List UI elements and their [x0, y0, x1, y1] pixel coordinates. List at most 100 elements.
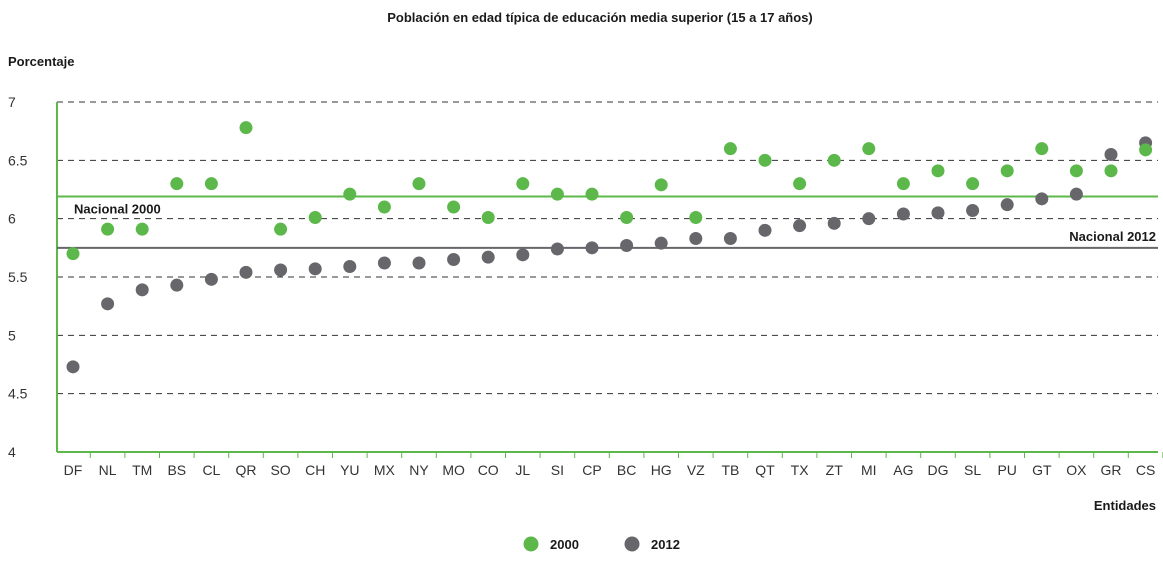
axes [56, 102, 1163, 458]
x-tick-label: CL [202, 462, 220, 478]
x-axis-title: Entidades [1094, 498, 1156, 513]
x-tick-label: GR [1101, 462, 1122, 478]
data-point-2000 [793, 177, 807, 191]
data-point-2000 [966, 177, 980, 191]
data-point-2012 [654, 236, 668, 250]
x-tick-label: MO [442, 462, 465, 478]
data-point-2000 [862, 142, 876, 156]
x-tick-label: NY [409, 462, 429, 478]
data-point-2012 [585, 241, 599, 255]
data-point-2012 [239, 265, 253, 279]
data-point-2000 [827, 153, 841, 167]
x-tick-label: JL [515, 462, 530, 478]
y-tick-label: 6.5 [8, 152, 28, 168]
data-point-2000 [1000, 164, 1014, 178]
data-point-2012 [412, 256, 426, 270]
y-tick-label: 7 [8, 94, 16, 110]
data-point-2000 [343, 187, 357, 201]
data-point-2000 [239, 121, 253, 135]
x-tick-label: BC [617, 462, 636, 478]
data-point-2012 [274, 263, 288, 277]
data-point-2012 [862, 212, 876, 226]
x-tick-label: TB [721, 462, 739, 478]
data-point-2000 [66, 247, 80, 261]
data-point-2012 [896, 207, 910, 221]
data-point-2000 [135, 222, 149, 236]
data-point-2012 [101, 297, 115, 311]
x-tick-label: BS [167, 462, 186, 478]
data-point-2012 [204, 272, 218, 286]
data-point-2012 [447, 253, 461, 266]
data-points [66, 121, 1153, 374]
x-tick-label: NL [99, 462, 117, 478]
data-point-2000 [1104, 164, 1118, 178]
x-tick-label: CO [478, 462, 499, 478]
x-tick-label: ZT [826, 462, 844, 478]
x-tick-label: DF [64, 462, 83, 478]
data-point-2000 [101, 222, 115, 236]
data-point-2000 [654, 178, 668, 192]
x-tick-labels: DF NL TM BS CL QR SO CH YU MX NY MO CO JL SI CP BC HG VZ TB… [64, 462, 1156, 478]
data-point-2012 [1000, 198, 1014, 212]
x-tick-label: SO [270, 462, 290, 478]
data-point-2000 [377, 200, 391, 214]
x-tick-label: GT [1032, 462, 1052, 478]
data-point-2000 [931, 164, 945, 178]
data-point-2000 [585, 187, 599, 201]
reference-line-label: Nacional 2012 [1069, 229, 1156, 244]
y-tick-label: 5 [8, 327, 16, 343]
chart-title: Población en edad típica de educación me… [387, 10, 813, 25]
data-point-2012 [550, 242, 564, 256]
data-point-2012 [516, 248, 530, 262]
legend: 2000 2012 [523, 536, 680, 552]
data-point-2012 [931, 206, 945, 220]
gridlines [57, 101, 1158, 395]
data-point-2012 [758, 223, 772, 237]
data-point-2012 [308, 262, 322, 276]
data-point-2000 [758, 153, 772, 167]
x-tick-label: YU [340, 462, 359, 478]
data-point-2000 [274, 222, 288, 236]
data-point-2000 [689, 211, 703, 224]
y-tick-label: 4.5 [8, 386, 28, 402]
data-point-2000 [1139, 143, 1153, 157]
x-tick-label: CH [305, 462, 325, 478]
data-point-2012 [1069, 187, 1083, 201]
y-tick-labels: 4 4.5 5 5.5 6 6.5 7 [8, 94, 28, 460]
data-point-2000 [412, 177, 426, 191]
x-tick-label: MI [861, 462, 877, 478]
data-point-2012 [170, 278, 184, 292]
data-point-2000 [308, 211, 322, 224]
y-tick-label: 6 [8, 211, 16, 227]
x-tick-label: HG [651, 462, 672, 478]
data-point-2012 [620, 239, 634, 252]
x-tick-label: QR [236, 462, 257, 478]
data-point-2000 [550, 187, 564, 201]
data-point-2012 [343, 260, 357, 273]
y-tick-label: 5.5 [8, 269, 28, 285]
y-axis-title: Porcentaje [8, 54, 74, 69]
x-tick-label: QT [755, 462, 775, 478]
data-point-2000 [896, 177, 910, 191]
x-tick-label: SL [964, 462, 981, 478]
data-point-2000 [1035, 142, 1049, 156]
data-point-2012 [966, 204, 980, 217]
x-tick-label: TX [791, 462, 810, 478]
data-point-2000 [204, 177, 218, 191]
x-tick-label: CP [582, 462, 601, 478]
x-tick-label: AG [893, 462, 913, 478]
legend-label-2012: 2012 [651, 537, 680, 552]
data-point-2012 [1104, 148, 1118, 161]
data-point-2000 [481, 211, 495, 224]
data-point-2000 [170, 177, 184, 191]
x-tick-label: DG [928, 462, 949, 478]
reference-lines: Nacional 2000 Nacional 2012 [57, 195, 1158, 249]
data-point-2000 [447, 200, 461, 214]
data-point-2000 [516, 177, 530, 191]
y-tick-label: 4 [8, 444, 16, 460]
legend-marker-2000 [523, 536, 539, 552]
data-point-2012 [689, 232, 703, 245]
x-tick-label: VZ [687, 462, 705, 478]
x-tick-label: TM [132, 462, 152, 478]
